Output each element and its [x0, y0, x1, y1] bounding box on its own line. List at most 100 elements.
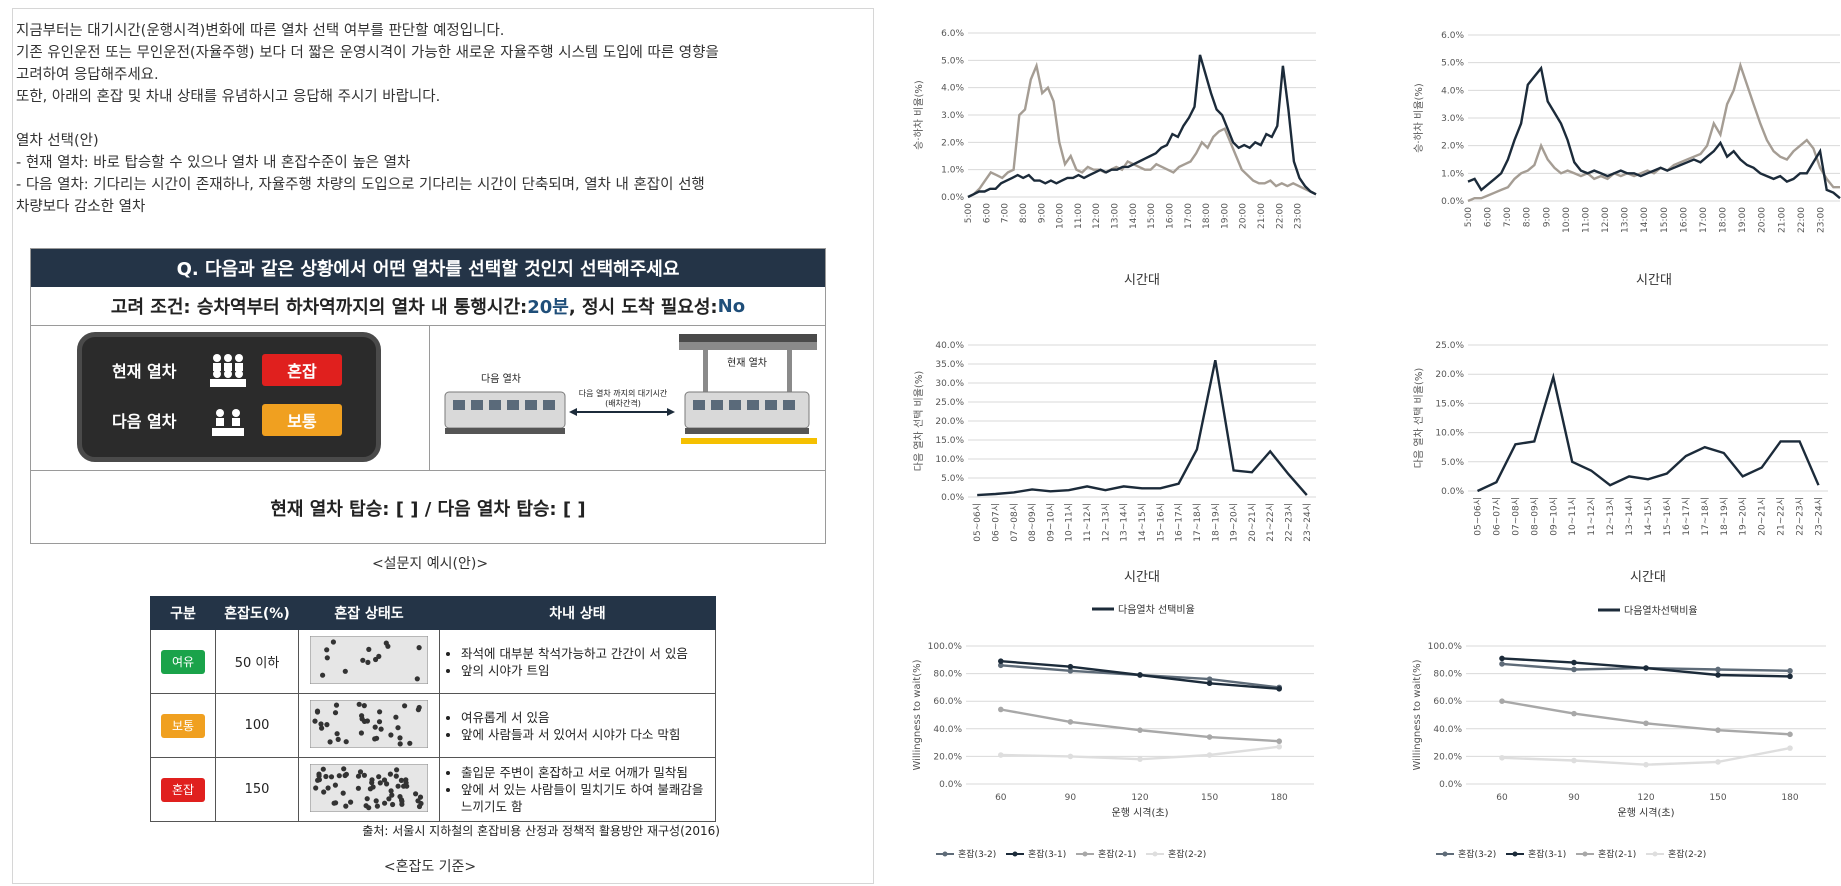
legend-label: 혼잡(3-2)	[1458, 848, 1496, 860]
next-right-chart: 0.0% 5.0% 10.0% 15.0% 20.0% 25.0% 다음 열차 선택 비율(…	[1413, 341, 1828, 617]
data-point	[998, 752, 1004, 758]
travel-time: 20분	[527, 297, 569, 318]
x-tick-label: 20~21시	[1757, 497, 1768, 536]
level-badge: 보통	[161, 713, 205, 738]
y-tick-label: 5.0%	[941, 56, 964, 66]
pct-cell: 50 이하	[215, 629, 299, 694]
y-tick-label: 3.0%	[941, 111, 964, 121]
x-tick-label: 09~10시	[1548, 497, 1559, 536]
legend-label: 혼잡(2-2)	[1668, 848, 1706, 860]
x-tick-label: 08~09시	[1027, 503, 1038, 542]
car-state-cell: 출입문 주변이 혼잡하고 서로 어깨가 밀착됨앞에 서 있는 사람들이 밀치기도…	[439, 757, 716, 822]
congestion-diagram-cell	[298, 757, 440, 822]
congestion-diagram-cell	[298, 629, 440, 694]
car-state-item: 좌석에 대부분 착석가능하고 간간이 서 있음	[461, 645, 714, 662]
x-tick-label: 11:00	[1581, 207, 1591, 233]
hourly-right-chart: 0.0% 1.0% 2.0% 3.0% 4.0% 5.0% 6.0% 승·하차 비율(%) 시간…	[1412, 31, 1841, 288]
legend-marker	[1012, 851, 1018, 857]
series-line	[1000, 708, 1280, 743]
series-line	[1467, 61, 1840, 203]
data-point	[1137, 672, 1143, 678]
x-tick-label: 23~24시	[1814, 497, 1825, 536]
legend-marker	[1652, 851, 1658, 857]
survey-answer: 현재 열차 탑승: [ ] / 다음 열차 탑승: [ ]	[270, 499, 586, 520]
car-state-item: 출입문 주변이 혼잡하고 서로 어깨가 밀착됨	[461, 764, 714, 781]
x-tick-label: 07~08시	[1510, 497, 1521, 536]
x-tick-label: 20:00	[1758, 207, 1768, 233]
y-tick-label: 15.0%	[935, 436, 964, 446]
x-tick-label: 21~22시	[1776, 497, 1787, 536]
train-status-box: 현재 열차 혼잡 다음 열차 보통	[77, 332, 381, 462]
data-point	[1571, 666, 1577, 673]
x-tick-label: 05~06시	[972, 503, 983, 542]
train-comparison: 현재 열차 혼잡 다음 열차 보통 다음 열차	[31, 326, 825, 471]
arrow-right-icon	[667, 408, 675, 416]
y-tick-label: 1.0%	[941, 166, 964, 176]
x-tick-label: 10~11시	[1567, 497, 1578, 536]
x-tick-label: 23:00	[1294, 203, 1304, 229]
x-tick-label: 7:00	[1001, 203, 1011, 223]
data-point	[1787, 731, 1793, 738]
wtw-right-chart: 0.0% 20.0% 40.0% 60.0% 80.0% 100.0% Willingnes…	[1412, 642, 1826, 860]
congestion-diagram	[309, 635, 429, 684]
car-state-item: 여유롭게 서 있음	[461, 709, 714, 726]
x-tick-label: 17:00	[1699, 207, 1709, 233]
y-tick-label: 30.0%	[935, 379, 964, 389]
data-point	[998, 658, 1004, 664]
car-state-item: 앞에 서 있는 사람들이 밀치기도 하여 불쾌감을	[461, 781, 714, 798]
car-state-item: 앞의 시야가 트임	[461, 662, 714, 679]
intro-line: 기존 유인운전 또는 무인운전(자율주행) 보다 더 짧은 운영시격이 가능한 …	[16, 45, 719, 61]
intro-line: 지금부터는 대기시간(운행시격)변화에 따른 열차 선택 여부를 판단할 예정입…	[16, 23, 505, 39]
x-tick-label: 180	[1271, 793, 1288, 803]
x-tick-label: 13~14시	[1119, 503, 1130, 542]
table-row: 혼잡 150 출입문 주변이 혼잡하고 서로 어깨가 밀착됨앞에 서 있는 사람들이…	[150, 757, 716, 822]
x-axis-label: 시간대	[1636, 273, 1672, 288]
next-train-state: 보통	[262, 404, 342, 436]
punctuality-value: No	[717, 295, 746, 317]
x-tick-label: 19~20시	[1738, 497, 1749, 536]
x-tick-label: 6:00	[982, 203, 992, 223]
header-congestion-pct: 혼잡도(%)	[215, 596, 299, 630]
legend-marker	[1582, 851, 1588, 857]
y-tick-label: 80.0%	[1433, 670, 1462, 680]
y-tick-label: 25.0%	[1435, 341, 1464, 351]
current-train-state: 혼잡	[262, 354, 342, 386]
congestion-diagram	[309, 699, 429, 748]
data-point	[1715, 666, 1721, 673]
header-car-state: 차내 상태	[439, 596, 716, 630]
arrow-left-icon	[569, 408, 577, 416]
next-train-icon	[444, 391, 566, 434]
x-tick-label: 8:00	[1523, 207, 1533, 227]
y-tick-label: 20.0%	[1433, 752, 1462, 762]
x-axis-label: 시간대	[1124, 570, 1160, 585]
x-tick-label: 23~24시	[1302, 503, 1313, 542]
x-axis-label: 운행 시격(초)	[1112, 806, 1169, 819]
x-tick-label: 23:00	[1816, 207, 1826, 233]
x-tick-label: 14~15시	[1137, 503, 1148, 542]
y-tick-label: 20.0%	[1435, 370, 1464, 380]
x-tick-label: 18:00	[1719, 207, 1729, 233]
x-tick-label: 17~18시	[1192, 503, 1203, 542]
next-train-label: 다음 열차	[112, 412, 177, 431]
data-point	[1137, 727, 1143, 733]
data-point	[1067, 663, 1074, 670]
data-point	[1276, 738, 1282, 745]
data-point	[1067, 668, 1074, 674]
next-train-row: 다음 열차 보통	[112, 403, 342, 437]
y-axis-label: 승·하차 비율(%)	[912, 80, 925, 150]
y-axis-label: Willingness to wait(%)	[912, 659, 923, 770]
y-axis-label: 다음 열차 선택 비율(%)	[1413, 368, 1425, 469]
level-cell: 혼잡	[150, 757, 216, 822]
intro-line: 열차 선택(안)	[16, 133, 99, 149]
data-point	[1137, 756, 1143, 762]
y-tick-label: 20.0%	[933, 752, 962, 762]
data-point	[1206, 676, 1213, 682]
y-tick-label: 1.0%	[1441, 169, 1464, 179]
series-line	[1476, 372, 1820, 493]
y-tick-label: 0.0%	[1441, 487, 1464, 497]
intro-line: 차량보다 감소한 열차	[16, 199, 146, 215]
data-point	[1787, 673, 1793, 680]
data-point	[1571, 659, 1577, 666]
x-tick-label: 5:00	[1464, 207, 1474, 227]
y-tick-label: 25.0%	[935, 398, 964, 408]
